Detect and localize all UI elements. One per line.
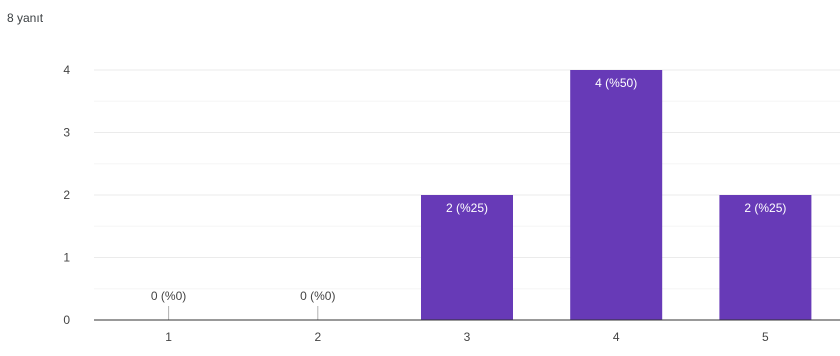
- bar-4: [570, 70, 663, 320]
- y-tick-label: 1: [63, 251, 70, 265]
- x-tick-label: 3: [464, 330, 471, 344]
- x-tick-label: 5: [762, 330, 769, 344]
- y-tick-label: 0: [63, 313, 70, 327]
- y-tick-label: 2: [63, 188, 70, 202]
- data-label-5: 2 (%25): [744, 201, 786, 215]
- chart-data-labels: 0 (%0) 0 (%0) 2 (%25) 4 (%50) 2 (%25): [151, 76, 786, 303]
- data-label-1: 0 (%0): [151, 289, 186, 303]
- x-tick-label: 4: [613, 330, 620, 344]
- y-tick-label: 3: [63, 126, 70, 140]
- data-label-3: 2 (%25): [446, 201, 488, 215]
- data-label-2: 0 (%0): [300, 289, 335, 303]
- x-tick-label: 2: [314, 330, 321, 344]
- x-tick-label: 1: [165, 330, 172, 344]
- chart-bars: [168, 70, 812, 320]
- data-label-4: 4 (%50): [595, 76, 637, 90]
- y-axis-tick-labels: 0 1 2 3 4: [63, 63, 70, 327]
- bar-5: [719, 195, 812, 320]
- y-tick-label: 4: [63, 63, 70, 77]
- response-count: 8 yanıt: [7, 11, 44, 25]
- x-axis-tick-labels: 1 2 3 4 5: [165, 330, 769, 344]
- bar-3: [421, 195, 513, 320]
